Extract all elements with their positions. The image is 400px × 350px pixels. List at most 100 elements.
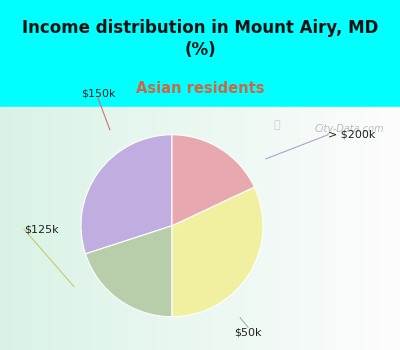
Text: $50k: $50k [234, 327, 262, 337]
Bar [100, 107, 104, 350]
Bar [252, 107, 256, 350]
Bar [192, 107, 196, 350]
Bar [268, 107, 272, 350]
Bar [84, 107, 88, 350]
Bar [80, 107, 84, 350]
Bar [16, 107, 20, 350]
Bar [144, 107, 148, 350]
Bar [68, 107, 72, 350]
Bar [340, 107, 344, 350]
Bar [280, 107, 284, 350]
Bar [176, 107, 180, 350]
Bar [120, 107, 124, 350]
Bar [76, 107, 80, 350]
Bar [388, 107, 392, 350]
Bar [360, 107, 364, 350]
Bar [184, 107, 188, 350]
Wedge shape [172, 187, 263, 317]
Bar [320, 107, 324, 350]
Bar [64, 107, 68, 350]
Bar [128, 107, 132, 350]
Bar [168, 107, 172, 350]
Bar [384, 107, 388, 350]
Bar [272, 107, 276, 350]
Bar [308, 107, 312, 350]
Bar [216, 107, 220, 350]
Bar [88, 107, 92, 350]
Bar [44, 107, 48, 350]
Bar [296, 107, 300, 350]
Bar [264, 107, 268, 350]
Bar [12, 107, 16, 350]
Bar [276, 107, 280, 350]
Bar [224, 107, 228, 350]
Text: > $200k: > $200k [328, 130, 375, 140]
Bar [28, 107, 32, 350]
Text: Asian residents: Asian residents [136, 81, 264, 96]
Bar [156, 107, 160, 350]
Text: ⦾: ⦾ [273, 120, 280, 130]
Bar [180, 107, 184, 350]
Bar [136, 107, 140, 350]
Bar [4, 107, 8, 350]
Bar [236, 107, 240, 350]
Bar [344, 107, 348, 350]
Bar [132, 107, 136, 350]
Text: $125k: $125k [24, 224, 59, 234]
Wedge shape [81, 135, 172, 254]
Bar [36, 107, 40, 350]
Bar [212, 107, 216, 350]
Bar [304, 107, 308, 350]
Bar [356, 107, 360, 350]
Bar [220, 107, 224, 350]
Bar [188, 107, 192, 350]
Bar [336, 107, 340, 350]
Bar [392, 107, 396, 350]
Bar [204, 107, 208, 350]
Bar [288, 107, 292, 350]
Bar [60, 107, 64, 350]
Bar [328, 107, 332, 350]
Bar [72, 107, 76, 350]
Bar [40, 107, 44, 350]
Bar [96, 107, 100, 350]
Bar [92, 107, 96, 350]
Bar [116, 107, 120, 350]
Bar [124, 107, 128, 350]
Bar [300, 107, 304, 350]
Bar [140, 107, 144, 350]
Bar [256, 107, 260, 350]
Bar [48, 107, 52, 350]
Bar [52, 107, 56, 350]
Text: City-Data.com: City-Data.com [314, 124, 384, 134]
Bar [364, 107, 368, 350]
Bar [372, 107, 376, 350]
Bar [244, 107, 248, 350]
Bar [160, 107, 164, 350]
Wedge shape [86, 226, 172, 317]
Bar [292, 107, 296, 350]
Bar [20, 107, 24, 350]
Bar [172, 107, 176, 350]
Bar [380, 107, 384, 350]
Bar [240, 107, 244, 350]
Bar [208, 107, 212, 350]
Bar [0, 107, 4, 350]
Text: Income distribution in Mount Airy, MD
(%): Income distribution in Mount Airy, MD (%… [22, 19, 378, 60]
Bar [332, 107, 336, 350]
Wedge shape [172, 135, 254, 226]
Bar [164, 107, 168, 350]
Bar [196, 107, 200, 350]
Bar [108, 107, 112, 350]
Bar [152, 107, 156, 350]
Bar [324, 107, 328, 350]
Bar [112, 107, 116, 350]
Bar [376, 107, 380, 350]
Bar [248, 107, 252, 350]
Bar [368, 107, 372, 350]
Bar [8, 107, 12, 350]
Bar [104, 107, 108, 350]
Bar [260, 107, 264, 350]
Bar [32, 107, 36, 350]
Bar [232, 107, 236, 350]
